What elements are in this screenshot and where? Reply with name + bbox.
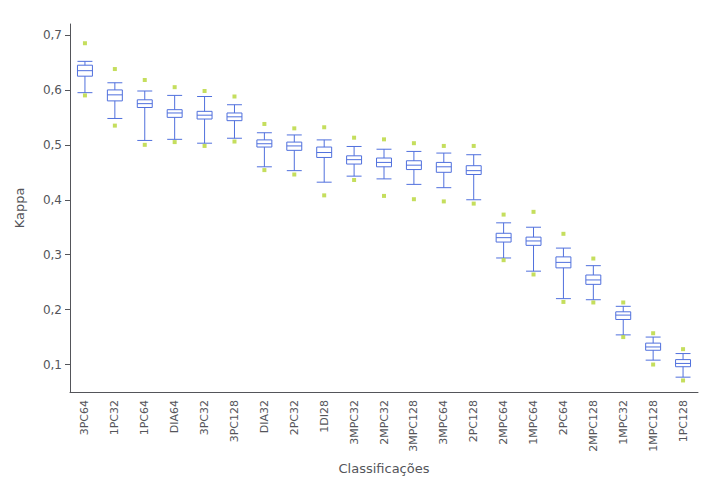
svg-text:0,1: 0,1 [43, 358, 62, 372]
svg-text:2PC32: 2PC32 [288, 400, 301, 435]
svg-text:2MPC64: 2MPC64 [497, 400, 510, 445]
svg-text:DIA64: DIA64 [168, 400, 181, 433]
svg-text:1MPC32: 1MPC32 [617, 400, 630, 445]
svg-text:1DI28: 1DI28 [318, 400, 331, 433]
svg-text:3PC128: 3PC128 [228, 400, 241, 442]
svg-text:2MPC128: 2MPC128 [587, 400, 600, 452]
svg-text:3MPC64: 3MPC64 [437, 400, 450, 445]
svg-text:0,6: 0,6 [43, 83, 62, 97]
svg-text:DIA32: DIA32 [258, 400, 271, 433]
svg-text:3MPC32: 3MPC32 [348, 400, 361, 445]
svg-text:0,4: 0,4 [43, 193, 62, 207]
svg-text:3PC64: 3PC64 [78, 400, 91, 435]
svg-text:2MPC32: 2MPC32 [378, 400, 391, 445]
svg-text:Classificações: Classificações [339, 461, 430, 476]
svg-text:0,7: 0,7 [43, 28, 62, 42]
svg-text:1MPC128: 1MPC128 [647, 400, 660, 452]
svg-text:3MPC128: 3MPC128 [407, 400, 420, 452]
svg-text:1MPC64: 1MPC64 [527, 400, 540, 445]
svg-text:2PC128: 2PC128 [467, 400, 480, 442]
svg-text:1PC64: 1PC64 [138, 400, 151, 435]
svg-text:Kappa: Kappa [12, 188, 27, 229]
svg-text:3PC32: 3PC32 [198, 400, 211, 435]
svg-text:0,3: 0,3 [43, 248, 62, 262]
svg-text:1PC128: 1PC128 [677, 400, 690, 442]
svg-text:1PC32: 1PC32 [108, 400, 121, 435]
svg-text:0,5: 0,5 [43, 138, 62, 152]
svg-text:0,2: 0,2 [43, 303, 62, 317]
svg-text:2PC64: 2PC64 [557, 400, 570, 435]
